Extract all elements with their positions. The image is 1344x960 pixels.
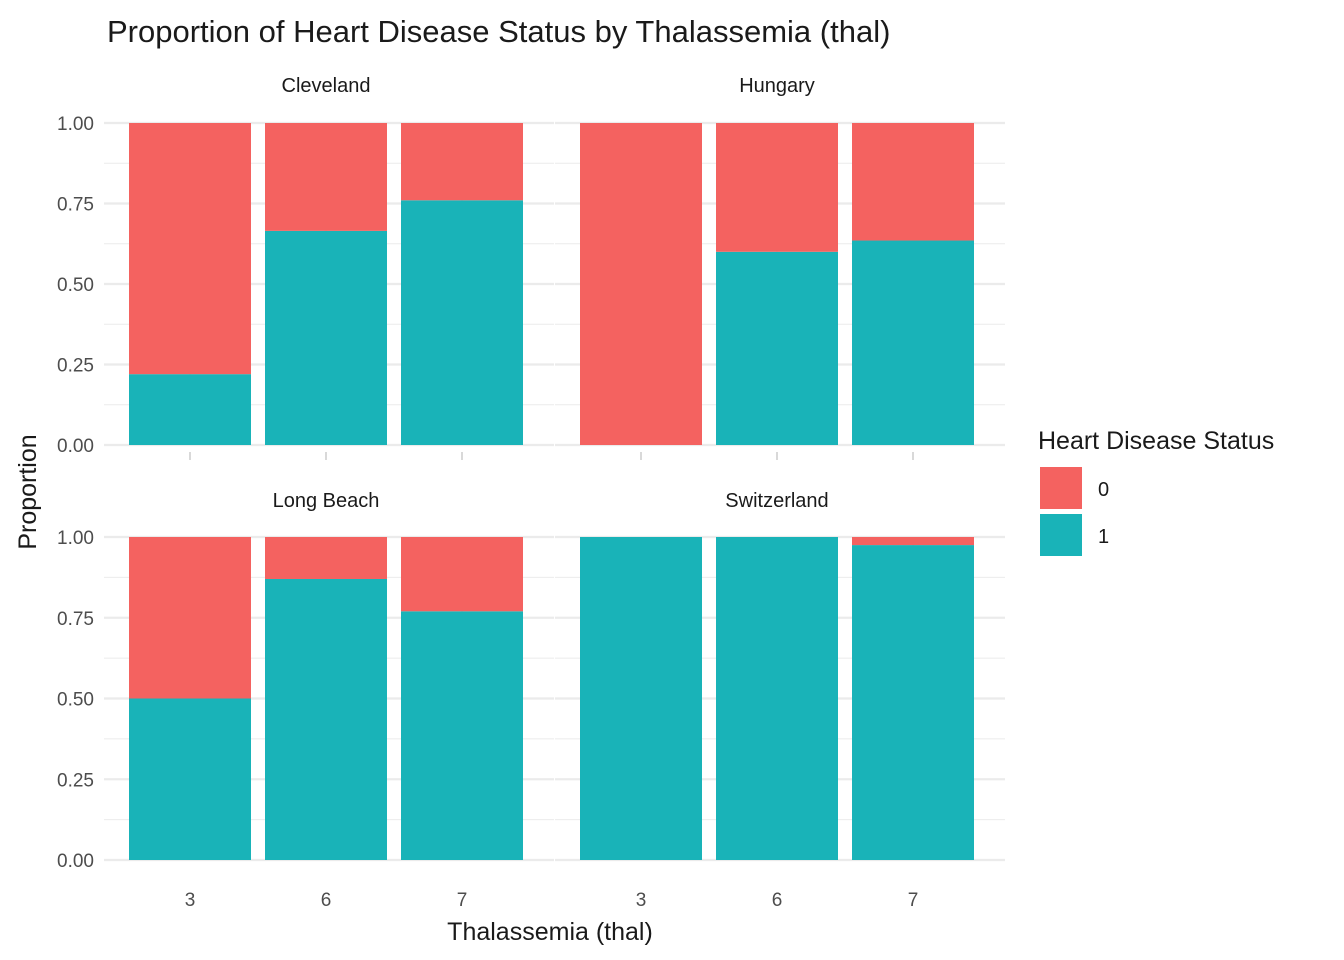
y-axis-label: Proportion xyxy=(14,434,42,549)
bar-hungary-thal-6-status-1 xyxy=(716,251,838,445)
x-tick-label: 7 xyxy=(457,890,468,911)
bar-cleveland-thal-6-status-1 xyxy=(265,230,387,445)
chart-title: Proportion of Heart Disease Status by Th… xyxy=(107,14,890,49)
y-tick-label: 0.25 xyxy=(57,770,94,791)
facet-label: Hungary xyxy=(739,75,815,97)
bar-switzerland-thal-6-status-1 xyxy=(716,537,838,860)
x-tick-label: 3 xyxy=(185,890,196,911)
bar-cleveland-thal-7-status-1 xyxy=(401,200,523,445)
legend-label-1: 1 xyxy=(1098,526,1109,548)
y-tick-label: 0.50 xyxy=(57,690,94,711)
bar-long-beach-thal-6-status-0 xyxy=(265,537,387,579)
x-axis-label: Thalassemia (thal) xyxy=(447,918,653,946)
bar-hungary-thal-6-status-0 xyxy=(716,123,838,252)
x-tick-label: 6 xyxy=(321,890,332,911)
legend-label-0: 0 xyxy=(1098,479,1109,501)
y-tick-label: 0.25 xyxy=(57,356,94,377)
facet-hungary: Hungary xyxy=(555,75,1005,460)
bar-cleveland-thal-6-status-0 xyxy=(265,123,387,231)
facet-label: Cleveland xyxy=(282,75,371,97)
x-tick-label: 3 xyxy=(636,890,647,911)
bar-switzerland-thal-7-status-1 xyxy=(852,545,974,860)
bar-cleveland-thal-7-status-0 xyxy=(401,123,523,201)
bar-hungary-thal-7-status-0 xyxy=(852,123,974,241)
bar-hungary-thal-3-status-0 xyxy=(580,123,702,445)
legend-swatch-1 xyxy=(1040,514,1082,556)
bar-switzerland-thal-3-status-1 xyxy=(580,537,702,860)
bar-hungary-thal-7-status-1 xyxy=(852,240,974,445)
legend: Heart Disease Status 01 xyxy=(1038,427,1274,556)
bar-long-beach-thal-6-status-1 xyxy=(265,578,387,860)
y-tick-label: 0.75 xyxy=(57,609,94,630)
bar-long-beach-thal-7-status-0 xyxy=(401,537,523,612)
y-tick-label: 0.75 xyxy=(57,195,94,216)
y-tick-label: 0.50 xyxy=(57,275,94,296)
legend-swatch-0 xyxy=(1040,467,1082,509)
x-tick-label: 6 xyxy=(772,890,783,911)
x-tick-label: 7 xyxy=(908,890,919,911)
facet-cleveland: Cleveland 0.00 0.25 0.50 0.75 1.00 xyxy=(57,75,554,460)
y-tick-label: 0.00 xyxy=(57,436,94,457)
y-tick-label: 1.00 xyxy=(57,528,94,549)
bar-long-beach-thal-3-status-1 xyxy=(129,698,251,860)
facet-label: Long Beach xyxy=(273,490,380,512)
bar-cleveland-thal-3-status-0 xyxy=(129,123,251,375)
y-tick-label: 1.00 xyxy=(57,114,94,135)
bar-cleveland-thal-3-status-1 xyxy=(129,374,251,445)
facet-long-beach: Long Beach 0.00 0.25 0.50 0.75 1.00 3 6 7 xyxy=(57,490,554,911)
facet-switzerland: Switzerland 3 6 7 xyxy=(555,490,1005,911)
legend-keys: 01 xyxy=(1040,467,1109,556)
facet-panels: Cleveland 0.00 0.25 0.50 0.75 1.00 Hungary Long… xyxy=(57,75,1005,911)
y-tick-label: 0.00 xyxy=(57,851,94,872)
facet-label: Switzerland xyxy=(725,490,828,512)
legend-title: Heart Disease Status xyxy=(1038,427,1274,455)
bar-switzerland-thal-7-status-0 xyxy=(852,537,974,546)
bar-long-beach-thal-7-status-1 xyxy=(401,611,523,860)
bar-long-beach-thal-3-status-0 xyxy=(129,537,251,699)
